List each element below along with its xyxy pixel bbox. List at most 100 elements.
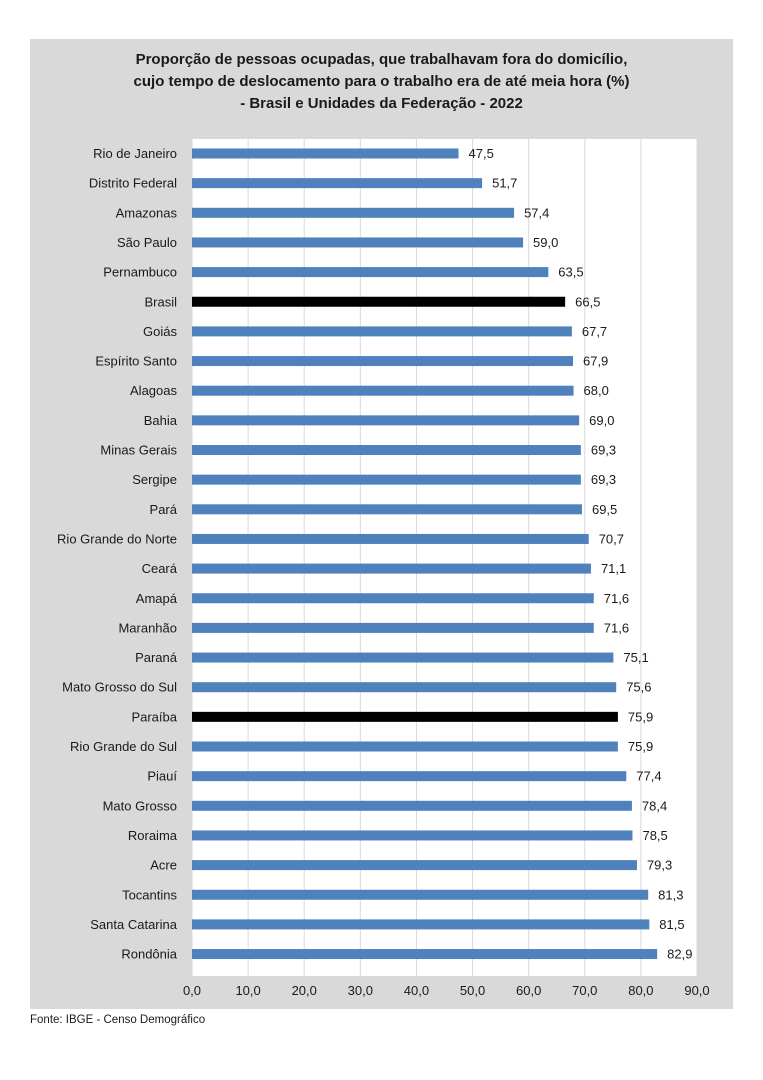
category-label: Rio Grande do Sul bbox=[70, 739, 177, 754]
x-tick-label: 80,0 bbox=[628, 983, 653, 998]
x-tick-label: 30,0 bbox=[348, 983, 373, 998]
bar bbox=[192, 267, 549, 278]
bar bbox=[192, 682, 617, 693]
chart-title: Proporção de pessoas ocupadas, que traba… bbox=[30, 49, 733, 115]
bar bbox=[192, 949, 658, 960]
bar bbox=[192, 326, 572, 337]
category-label: Acre bbox=[150, 858, 177, 873]
data-label: 68,0 bbox=[584, 383, 609, 398]
category-label: Rio de Janeiro bbox=[93, 146, 177, 161]
data-label: 75,9 bbox=[628, 739, 653, 754]
bar bbox=[192, 445, 581, 455]
category-label: Minas Gerais bbox=[100, 443, 177, 458]
x-tick-label: 60,0 bbox=[516, 983, 541, 998]
data-label: 59,0 bbox=[533, 235, 558, 250]
bar bbox=[192, 415, 580, 426]
bar bbox=[192, 148, 459, 159]
data-label: 47,5 bbox=[469, 146, 494, 161]
category-label: Piauí bbox=[147, 769, 177, 784]
category-label: Pernambuco bbox=[103, 265, 177, 280]
data-label: 78,4 bbox=[642, 798, 667, 813]
data-label: 81,3 bbox=[658, 887, 683, 902]
bar bbox=[192, 563, 591, 574]
bar bbox=[192, 919, 650, 930]
data-label: 51,7 bbox=[492, 176, 517, 191]
bar bbox=[192, 504, 582, 515]
data-label: 71,6 bbox=[604, 591, 629, 606]
data-label: 77,4 bbox=[636, 769, 661, 784]
chart-title-line-3: - Brasil e Unidades da Federação - 2022 bbox=[240, 95, 523, 112]
data-label: 75,9 bbox=[628, 709, 653, 724]
category-label: Mato Grosso bbox=[103, 798, 177, 813]
category-label: Brasil bbox=[144, 294, 177, 309]
data-label: 66,5 bbox=[575, 294, 600, 309]
data-label: 69,3 bbox=[591, 472, 616, 487]
chart-title-line-1: Proporção de pessoas ocupadas, que traba… bbox=[135, 51, 628, 68]
data-label: 71,1 bbox=[601, 561, 626, 576]
category-label: Amapá bbox=[136, 591, 178, 606]
bar bbox=[192, 741, 618, 752]
x-tick-label: 50,0 bbox=[460, 983, 485, 998]
data-label: 67,9 bbox=[583, 354, 608, 369]
bar bbox=[192, 622, 594, 633]
category-label: Rio Grande do Norte bbox=[57, 531, 177, 546]
data-label: 69,0 bbox=[589, 413, 614, 428]
category-label: Paraná bbox=[135, 650, 178, 665]
source-note: Fonte: IBGE - Censo Demográfico bbox=[30, 1014, 206, 1026]
category-label: Sergipe bbox=[132, 472, 177, 487]
bar bbox=[192, 178, 483, 189]
data-label: 75,1 bbox=[623, 650, 648, 665]
data-label: 71,6 bbox=[604, 620, 629, 635]
category-label: Tocantins bbox=[122, 887, 177, 902]
category-label: Pará bbox=[150, 502, 178, 517]
data-label: 69,5 bbox=[592, 502, 617, 517]
data-label: 69,3 bbox=[591, 443, 616, 458]
bar bbox=[192, 207, 515, 218]
bar bbox=[192, 237, 524, 248]
data-label: 67,7 bbox=[582, 324, 607, 339]
data-label: 63,5 bbox=[558, 265, 583, 280]
category-label: Roraima bbox=[128, 828, 178, 843]
bar bbox=[192, 800, 632, 811]
bar bbox=[192, 296, 566, 307]
x-tick-label: 40,0 bbox=[404, 983, 429, 998]
data-label: 81,5 bbox=[659, 917, 684, 932]
category-label: Santa Catarina bbox=[90, 917, 177, 932]
bar bbox=[192, 771, 627, 782]
category-label: Distrito Federal bbox=[89, 176, 177, 191]
category-label: Goiás bbox=[143, 324, 177, 339]
bar bbox=[192, 533, 589, 544]
category-label: Maranhão bbox=[118, 620, 177, 635]
data-label: 79,3 bbox=[647, 858, 672, 873]
category-label: Ceará bbox=[142, 561, 178, 576]
bar bbox=[192, 889, 649, 900]
category-label: Paraíba bbox=[131, 709, 177, 724]
bar bbox=[192, 711, 618, 722]
category-label: Espírito Santo bbox=[95, 354, 177, 369]
category-label: Alagoas bbox=[130, 383, 177, 398]
category-label: Bahia bbox=[144, 413, 178, 428]
x-tick-label: 70,0 bbox=[572, 983, 597, 998]
x-tick-label: 10,0 bbox=[235, 983, 260, 998]
bar bbox=[192, 385, 574, 396]
data-label: 70,7 bbox=[599, 531, 624, 546]
category-label: Amazonas bbox=[116, 205, 178, 220]
data-label: 82,9 bbox=[667, 947, 692, 962]
chart-title-line-2: cujo tempo de deslocamento para o trabal… bbox=[133, 73, 630, 90]
bar bbox=[192, 652, 614, 663]
bar bbox=[192, 356, 573, 367]
plot-area bbox=[192, 139, 697, 976]
data-label: 78,5 bbox=[642, 828, 667, 843]
bar bbox=[192, 593, 594, 604]
category-label: São Paulo bbox=[117, 235, 177, 250]
x-tick-label: 0,0 bbox=[183, 983, 201, 998]
bar-chart: 0,0 10,0 20,0 30,0 40,0 50,0 60,0 70,0 80,0 90,0 R… bbox=[57, 139, 710, 998]
data-label: 57,4 bbox=[524, 205, 549, 220]
bar bbox=[192, 474, 581, 485]
chart-frame: Proporção de pessoas ocupadas, que traba… bbox=[30, 39, 733, 1009]
data-label: 75,6 bbox=[626, 680, 651, 695]
bar bbox=[192, 860, 637, 871]
x-tick-label: 90,0 bbox=[684, 983, 709, 998]
x-tick-label: 20,0 bbox=[292, 983, 317, 998]
category-label: Mato Grosso do Sul bbox=[62, 680, 177, 695]
